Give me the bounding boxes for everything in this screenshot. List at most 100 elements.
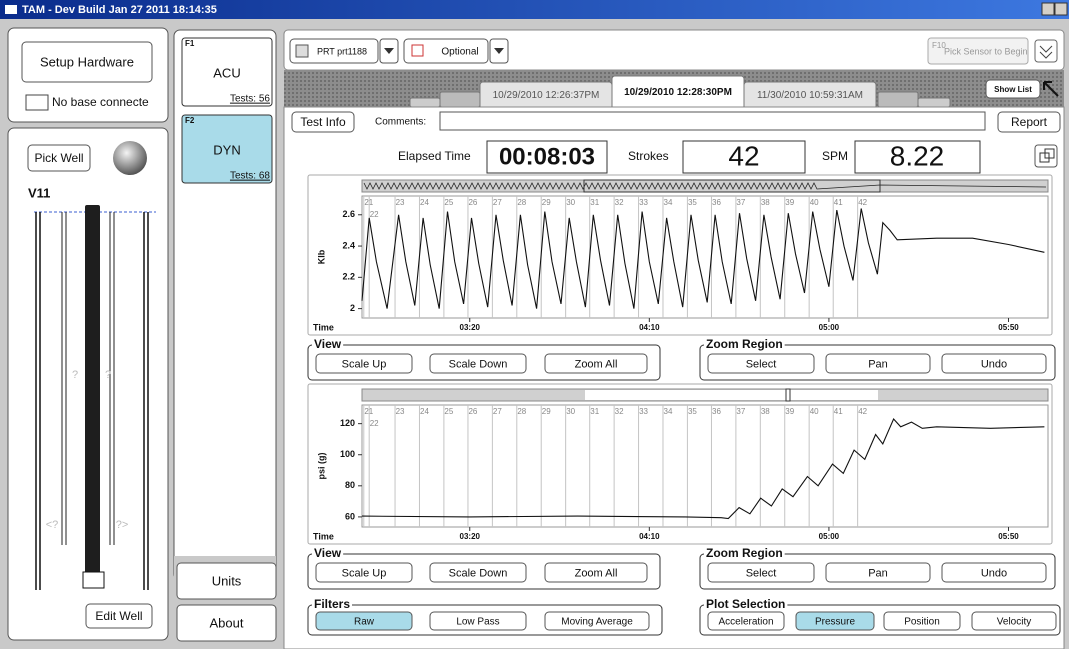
sensor-picker[interactable] bbox=[927, 37, 1029, 65]
button[interactable] bbox=[403, 38, 489, 64]
minimize-button[interactable] bbox=[1041, 2, 1055, 16]
button[interactable] bbox=[429, 562, 527, 583]
button-label[interactable]: Raw bbox=[354, 617, 375, 628]
test-card[interactable] bbox=[181, 37, 273, 107]
stroke-label: 36 bbox=[712, 407, 721, 416]
button[interactable] bbox=[825, 562, 931, 583]
button-label[interactable]: Units bbox=[212, 573, 242, 588]
stat-box bbox=[682, 140, 806, 174]
overview-window bbox=[583, 179, 881, 193]
group-box bbox=[307, 344, 661, 381]
button-label[interactable]: Show List bbox=[994, 85, 1032, 94]
button-label[interactable]: Report bbox=[1011, 115, 1048, 129]
button-label[interactable]: Pressure bbox=[815, 617, 855, 628]
stroke-label: 25 bbox=[444, 198, 453, 207]
comments-input[interactable] bbox=[439, 111, 986, 131]
button[interactable] bbox=[985, 79, 1041, 99]
button-label[interactable]: Undo bbox=[981, 567, 1007, 579]
button-label[interactable]: Scale Up bbox=[342, 567, 387, 579]
button-label[interactable]: Test Info bbox=[300, 115, 346, 129]
button[interactable] bbox=[429, 611, 527, 631]
group-label-bg bbox=[312, 599, 353, 611]
button-label[interactable]: Velocity bbox=[997, 617, 1031, 628]
button[interactable] bbox=[315, 562, 413, 583]
button-label[interactable]: Scale Up bbox=[342, 358, 387, 370]
button[interactable] bbox=[941, 353, 1047, 374]
button[interactable] bbox=[707, 562, 815, 583]
button-label[interactable]: About bbox=[210, 615, 244, 630]
button[interactable] bbox=[429, 353, 527, 374]
button-label[interactable]: Acceleration bbox=[718, 617, 773, 628]
button-label[interactable]: Setup Hardware bbox=[40, 54, 134, 69]
tab-label[interactable]: 10/29/2010 12:26:37PM bbox=[493, 90, 600, 101]
button-label[interactable]: Zoom All bbox=[575, 567, 618, 579]
x-tick-label: 04:10 bbox=[639, 323, 660, 332]
button[interactable] bbox=[707, 353, 815, 374]
button[interactable] bbox=[544, 353, 648, 374]
y-tick-label: 120 bbox=[340, 418, 355, 428]
button-label[interactable]: Optional bbox=[441, 47, 478, 58]
tab-label[interactable]: 11/30/2010 10:59:31AM bbox=[757, 90, 863, 101]
pump bbox=[82, 571, 105, 589]
button[interactable] bbox=[544, 562, 648, 583]
button[interactable] bbox=[315, 611, 413, 631]
signal-trace bbox=[361, 418, 1045, 520]
group-label: Zoom Region bbox=[706, 337, 783, 351]
stroke-label: 27 bbox=[493, 407, 502, 416]
button-label[interactable]: Edit Well bbox=[95, 609, 142, 623]
button-label[interactable]: Pan bbox=[868, 358, 888, 370]
button[interactable] bbox=[291, 111, 355, 133]
button-label[interactable]: Low Pass bbox=[456, 617, 499, 628]
button[interactable] bbox=[795, 611, 875, 631]
signal-trace bbox=[361, 208, 1045, 309]
button[interactable] bbox=[997, 111, 1061, 133]
button-label[interactable]: Undo bbox=[981, 358, 1007, 370]
button-label[interactable]: Position bbox=[904, 617, 940, 628]
group-box bbox=[307, 604, 663, 636]
button-label[interactable]: Scale Down bbox=[449, 567, 508, 579]
button-label[interactable]: Select bbox=[746, 358, 777, 370]
button[interactable] bbox=[941, 562, 1047, 583]
collapse-button[interactable] bbox=[1034, 39, 1058, 63]
group-label-bg bbox=[704, 339, 785, 351]
button-label[interactable]: Zoom All bbox=[575, 358, 618, 370]
button-label[interactable]: PRT prt1188 bbox=[317, 46, 367, 56]
tab-label[interactable]: 10/29/2010 12:28:30PM bbox=[624, 87, 732, 98]
button-label[interactable]: Moving Average bbox=[561, 617, 633, 628]
stat-box bbox=[854, 140, 981, 174]
dropdown-arrow bbox=[494, 48, 504, 54]
button[interactable] bbox=[707, 611, 785, 631]
stroke-label: 30 bbox=[566, 198, 575, 207]
button[interactable] bbox=[825, 353, 931, 374]
button-label[interactable]: Pan bbox=[868, 567, 888, 579]
stroke-label: 28 bbox=[517, 407, 526, 416]
button[interactable] bbox=[85, 603, 153, 629]
test-card[interactable] bbox=[181, 114, 273, 184]
sensor-icon bbox=[295, 44, 309, 58]
status-indicator bbox=[25, 94, 49, 111]
stroke-label: 22 bbox=[370, 210, 379, 219]
button-label[interactable]: Pick Well bbox=[34, 151, 83, 165]
stroke-label: 40 bbox=[810, 198, 819, 207]
elapsed-time: 00:08:03 bbox=[499, 143, 595, 170]
button[interactable] bbox=[289, 38, 379, 64]
button[interactable] bbox=[21, 41, 153, 83]
button-label[interactable]: Select bbox=[746, 567, 777, 579]
y-tick-label: 60 bbox=[345, 511, 355, 521]
stroke-label: 41 bbox=[834, 407, 843, 416]
button[interactable] bbox=[176, 562, 277, 600]
button[interactable] bbox=[315, 353, 413, 374]
restore-button[interactable] bbox=[1054, 2, 1068, 16]
button[interactable] bbox=[176, 604, 277, 642]
button-label[interactable]: Scale Down bbox=[449, 358, 508, 370]
stroke-count: 42 bbox=[728, 140, 759, 171]
button[interactable] bbox=[544, 611, 650, 631]
stroke-label: 26 bbox=[468, 407, 477, 416]
button[interactable] bbox=[27, 144, 91, 172]
dropdown-arrow bbox=[384, 48, 394, 54]
stroke-label: 32 bbox=[615, 198, 624, 207]
group-label: View bbox=[314, 546, 342, 560]
button[interactable] bbox=[971, 611, 1057, 631]
gauge-mark: ? bbox=[105, 369, 111, 381]
button[interactable] bbox=[883, 611, 961, 631]
